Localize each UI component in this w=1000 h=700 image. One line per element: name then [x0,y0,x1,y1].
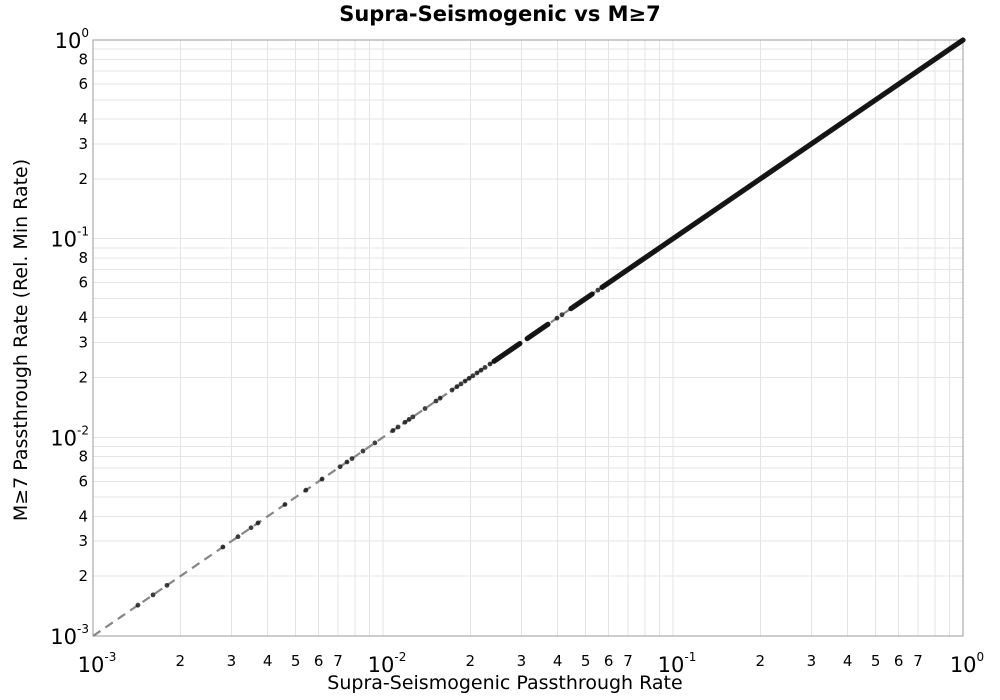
y-minor-tick-label: 4 [78,507,88,525]
y-major-tick-label: 100 [55,26,89,53]
data-point [395,424,401,430]
data-point [150,592,156,598]
data-point [360,448,366,454]
y-minor-tick-label: 3 [78,334,88,352]
x-minor-tick-label: 7 [913,652,923,670]
x-minor-tick-label: 4 [843,652,853,670]
data-point [410,414,416,420]
data-point [164,582,170,588]
y-minor-tick-label: 6 [78,472,88,490]
data-point [487,361,493,367]
x-minor-tick-label: 6 [314,652,324,670]
x-major-tick-label: 10-2 [368,650,407,677]
data-point [282,502,288,507]
x-minor-tick-label: 2 [756,652,766,670]
data-point [372,440,378,446]
data-point [248,525,254,531]
dense-point-band [491,340,523,364]
data-point [433,398,439,404]
x-major-tick-label: 10-3 [78,650,117,677]
x-minor-tick-label: 4 [263,652,273,670]
dense-point-band [599,37,966,290]
data-point [422,406,428,411]
x-minor-tick-label: 7 [333,652,343,670]
data-point [454,384,460,390]
data-point [462,378,468,384]
x-minor-tick-label: 2 [466,652,476,670]
x-minor-tick-label: 6 [604,652,614,670]
x-minor-tick-label: 5 [871,652,881,670]
data-point [559,312,565,318]
data-point [482,365,488,370]
x-minor-tick-label: 4 [553,652,563,670]
x-minor-tick-label: 2 [176,652,186,670]
data-point [349,456,355,461]
y-minor-tick-label: 3 [78,135,88,153]
data-point [220,544,226,550]
x-minor-tick-label: 6 [894,652,904,670]
data-point [466,375,472,381]
x-minor-tick-label: 3 [807,652,817,670]
dense-point-band [524,321,551,342]
y-major-tick-label: 10-2 [50,423,89,450]
data-point [406,417,412,422]
data-point [478,367,484,373]
y-minor-tick-label: 6 [78,75,88,93]
data-point [337,464,343,470]
dense-point-band [568,291,595,312]
y-minor-tick-label: 4 [78,309,88,327]
data-point [474,370,480,376]
x-minor-tick-label: 5 [291,652,301,670]
data-point [390,428,396,433]
y-minor-tick-label: 2 [78,567,88,585]
y-minor-tick-label: 8 [78,50,88,68]
y-minor-tick-label: 8 [78,249,88,267]
y-minor-tick-label: 8 [78,448,88,466]
y-minor-tick-label: 2 [78,369,88,387]
chart-title: Supra-Seismogenic vs M≥7 [339,2,661,26]
data-point [470,373,476,379]
data-point [235,534,241,540]
y-major-tick-label: 10-3 [50,622,89,649]
x-major-tick-label: 100 [950,650,984,677]
x-minor-tick-label: 3 [517,652,527,670]
plot-frame [92,39,964,637]
data-point [319,476,325,482]
data-point [458,381,464,387]
x-minor-tick-label: 7 [623,652,633,670]
x-major-tick-label: 10-1 [658,650,697,677]
x-axis-label: Supra-Seismogenic Passthrough Rate [327,672,683,694]
data-point [402,419,408,425]
y-minor-tick-label: 6 [78,274,88,292]
data-point [449,387,455,393]
y-minor-tick-label: 3 [78,532,88,550]
data-point [344,459,350,465]
data-point [303,487,309,493]
data-point [437,395,443,401]
x-minor-tick-label: 3 [227,652,237,670]
data-point [135,602,141,608]
y-minor-tick-label: 4 [78,110,88,128]
y-axis-label: M≥7 Passthrough Rate (Rel. Min Rate) [10,158,32,522]
x-minor-tick-label: 5 [581,652,591,670]
data-point [255,520,261,526]
data-point [554,315,560,321]
y-minor-tick-label: 2 [78,170,88,188]
y-major-tick-label: 10-1 [50,225,89,252]
data-point [595,287,601,293]
